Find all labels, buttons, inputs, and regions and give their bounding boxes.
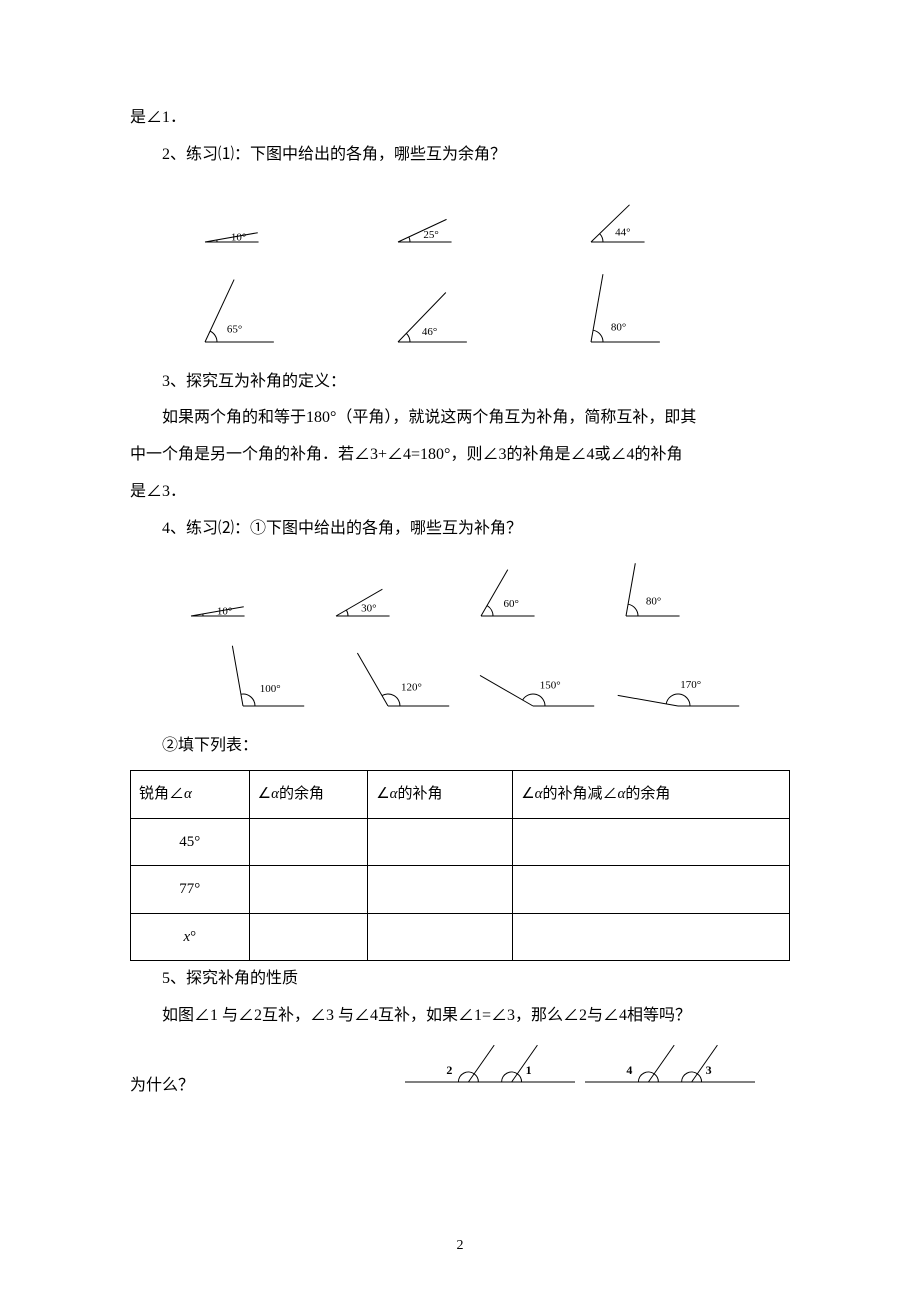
angle-diagram: 30° <box>318 558 458 628</box>
def-supplementary-1: 如果两个角的和等于180°（平角），就说这两个角互为补角，简称互补，即其 <box>130 400 790 437</box>
angle-diagram: 150° <box>463 638 603 718</box>
angle-number-label: 4 <box>626 1063 632 1077</box>
table-header: ∠α的补角减∠α的余角 <box>513 771 790 819</box>
angle-table: 锐角∠α∠α的余角∠α的补角∠α的补角减∠α的余角 45°77°x° <box>130 770 790 961</box>
text-line-1: 是∠1． <box>130 100 790 137</box>
table-cell <box>368 866 513 914</box>
angle-label: 30° <box>361 602 376 614</box>
angle-number-label: 1 <box>526 1063 532 1077</box>
table-cell <box>513 866 790 914</box>
page-number: 2 <box>0 1230 920 1262</box>
angle-label: 65° <box>227 323 242 335</box>
angle-label: 80° <box>645 595 660 607</box>
table-prompt: ②填下列表： <box>130 728 790 765</box>
angle-label: 100° <box>259 683 280 695</box>
exercise-1-prompt: 2、练习⑴：下图中给出的各角，哪些互为余角？ <box>130 137 790 174</box>
table-header: 锐角∠α <box>131 771 250 819</box>
angle-pair-diagram: 21 <box>400 1035 580 1090</box>
angle-diagram: 170° <box>608 638 748 718</box>
angle-label: 120° <box>401 681 422 693</box>
angle-diagram: 120° <box>318 638 458 718</box>
heading-5: 5、探究补角的性质 <box>130 961 790 998</box>
table-cell <box>249 866 368 914</box>
q5-diagram: 2143 <box>214 1035 790 1105</box>
angle-label: 44° <box>615 226 630 238</box>
table-cell <box>368 913 513 961</box>
exercise-2-prompt: 4、练习⑵：①下图中给出的各角，哪些互为补角？ <box>130 511 790 548</box>
q5-line-2: 为什么？ <box>130 1068 194 1105</box>
table-header: ∠α的余角 <box>249 771 368 819</box>
table-header: ∠α的补角 <box>368 771 513 819</box>
angle-diagram: 65° <box>187 264 347 354</box>
angle-diagram: 46° <box>380 264 540 354</box>
table-row: 45° <box>131 818 790 866</box>
angle-diagram: 100° <box>173 638 313 718</box>
table-cell <box>249 913 368 961</box>
table-cell <box>368 818 513 866</box>
angle-number-label: 2 <box>446 1063 452 1077</box>
angle-pair-diagram: 43 <box>580 1035 760 1090</box>
angle-number-label: 3 <box>706 1063 712 1077</box>
table-cell: x° <box>131 913 250 961</box>
table-cell <box>513 913 790 961</box>
angle-diagram: 80° <box>573 264 733 354</box>
heading-3: 3、探究互为补角的定义： <box>130 364 790 401</box>
angle-label: 46° <box>422 326 437 338</box>
table-row: x° <box>131 913 790 961</box>
supplementary-row-1: 10° 30° 60° 80° <box>170 558 750 628</box>
angle-label: 10° <box>231 231 246 243</box>
angle-diagram: 80° <box>608 558 748 628</box>
table-cell: 45° <box>131 818 250 866</box>
angle-label: 10° <box>216 605 231 617</box>
table-cell <box>513 818 790 866</box>
table-cell <box>249 818 368 866</box>
angle-label: 170° <box>680 679 701 691</box>
table-cell: 77° <box>131 866 250 914</box>
def-supplementary-2: 中一个角是另一个角的补角．若∠3+∠4=180°，则∠3的补角是∠4或∠4的补角 <box>130 437 790 474</box>
angle-diagram: 44° <box>573 184 733 254</box>
angle-label: 60° <box>503 598 518 610</box>
q5-line-1: 如图∠1 与∠2互补，∠3 与∠4互补，如果∠1=∠3，那么∠2与∠4相等吗？ <box>130 998 790 1035</box>
complementary-row-2: 65° 46° 80° <box>170 264 750 354</box>
angle-diagram: 60° <box>463 558 603 628</box>
complementary-row-1: 10° 25° 44° <box>170 184 750 254</box>
angle-label: 25° <box>423 229 438 241</box>
angle-diagram: 25° <box>380 184 540 254</box>
def-supplementary-3: 是∠3． <box>130 474 790 511</box>
page: 是∠1． 2、练习⑴：下图中给出的各角，哪些互为余角？ 10° 25° 44° 65… <box>0 0 920 1302</box>
angle-diagram: 10° <box>173 558 313 628</box>
angle-label: 150° <box>539 679 560 691</box>
angle-label: 80° <box>611 321 626 333</box>
supplementary-row-2: 100° 120° 150° 170° <box>170 638 750 718</box>
table-row: 77° <box>131 866 790 914</box>
angle-diagram: 10° <box>187 184 347 254</box>
